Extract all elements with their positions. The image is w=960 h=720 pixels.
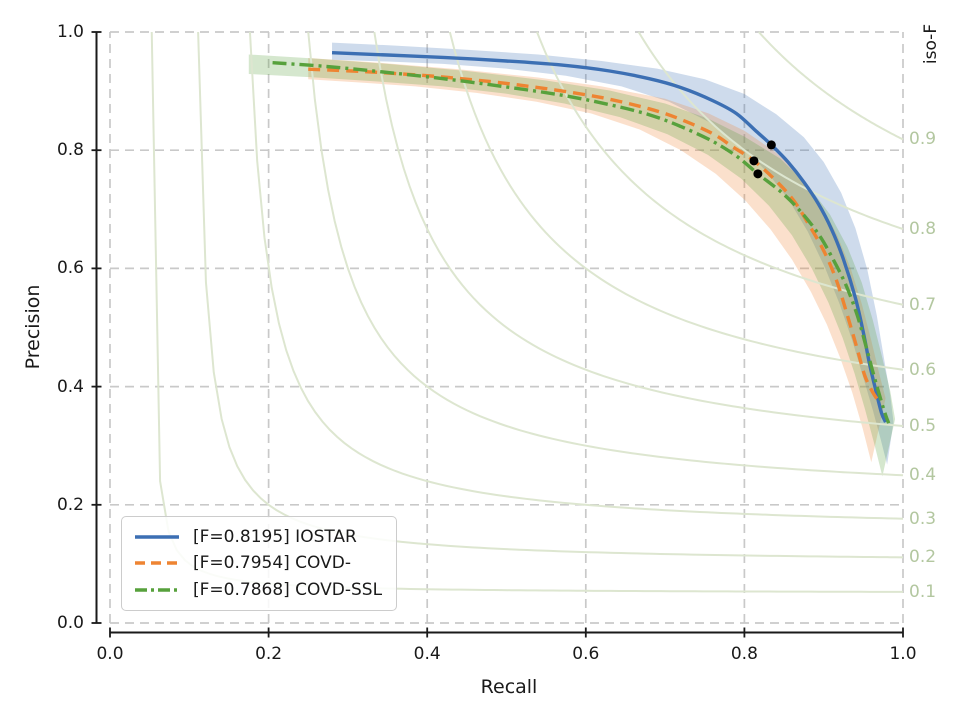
iso-f-curve-0.9 [758, 31, 904, 141]
confidence-band-covd- [308, 58, 886, 463]
x-tick-label: 0.6 [572, 644, 600, 664]
iso-f-value-label: 0.8 [909, 219, 937, 239]
operating-point-iostar [766, 140, 776, 150]
iso-f-value-label: 0.7 [909, 294, 937, 315]
operating-point-covd- [749, 156, 759, 166]
iso-f-curve-0.3 [248, 31, 904, 520]
y-tick-label: 1.0 [56, 22, 84, 42]
legend-line-sample-dashed [135, 561, 179, 566]
legend-item-covd-ssl: [F=0.7868] COVD-SSL [134, 580, 384, 600]
operating-point-covd-ssl [753, 169, 763, 179]
iso-f-value-label: 0.6 [909, 359, 937, 380]
legend-item-iostar: [F=0.8195] IOSTAR [134, 527, 384, 547]
iso-f-curve-0.6 [448, 31, 904, 371]
iso-f-value-label: 0.4 [909, 465, 937, 486]
iso-f-value-label: 0.9 [909, 129, 937, 150]
legend-item-covd-: [F=0.7954] COVD- [134, 553, 384, 573]
iso-f-value-label: 0.5 [909, 416, 937, 436]
iso-f-value-label: 0.2 [909, 547, 937, 568]
x-tick-label: 0.2 [255, 644, 283, 664]
legend-line-sample-solid [135, 535, 179, 539]
y-tick-label: 0.4 [56, 376, 84, 397]
legend-line-sample-dashdot [135, 588, 179, 592]
x-tick-label: 0.0 [96, 644, 124, 664]
iso-f-axis-title: iso-F [921, 23, 941, 65]
y-tick-label: 0.6 [56, 258, 84, 279]
y-tick-label: 0.8 [56, 140, 84, 161]
legend-label: [F=0.8195] IOSTAR [193, 527, 357, 548]
iso-f-curve-0.2 [197, 31, 904, 559]
iso-f-value-label: 0.3 [909, 508, 937, 529]
legend: [F=0.8195] IOSTAR [F=0.7954] COVD- [F=0.78… [121, 516, 397, 611]
confidence-band-covd-ssl [248, 54, 896, 477]
x-tick-label: 0.4 [413, 644, 441, 664]
y-tick-label: 0.2 [56, 494, 84, 515]
iso-f-curve-0.7 [536, 31, 904, 306]
x-tick-label: 1.0 [889, 644, 917, 664]
y-axis-title: Precision [22, 284, 44, 370]
y-tick-label: 0.0 [56, 613, 84, 633]
x-tick-label: 0.8 [730, 644, 758, 664]
x-axis-title: Recall [480, 676, 538, 698]
legend-label: [F=0.7868] COVD-SSL [193, 579, 383, 600]
iso-f-curve-0.5 [373, 31, 904, 427]
iso-f-value-label: 0.1 [909, 581, 937, 602]
legend-label: [F=0.7954] COVD- [193, 553, 351, 574]
iso-f-curve-0.8 [637, 31, 904, 230]
iso-f-curve-0.4 [307, 31, 904, 477]
confidence-band-iostar [332, 42, 894, 465]
iso-f-curve-0.1 [150, 31, 904, 593]
